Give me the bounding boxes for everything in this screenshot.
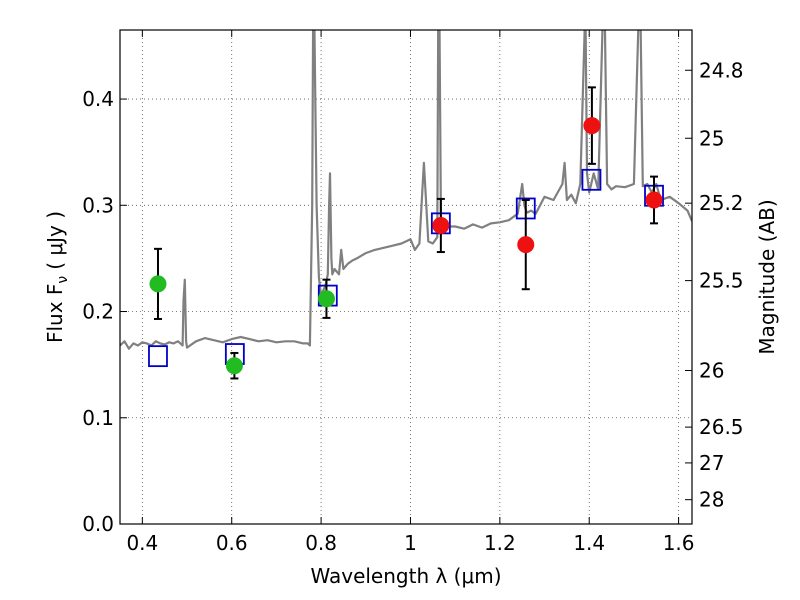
- y-tick-label: 0.3: [82, 193, 114, 217]
- observed-point: [432, 216, 450, 234]
- observed-point: [517, 236, 535, 254]
- x-tick-label: 1: [404, 531, 417, 555]
- y-tick-label: 0.1: [82, 406, 114, 430]
- observed-point: [317, 290, 335, 308]
- mag-tick-label: 25: [699, 126, 724, 150]
- mag-tick-label: 26: [699, 358, 724, 382]
- x-tick-label: 1.4: [573, 531, 605, 555]
- mag-tick-label: 25.2: [699, 191, 744, 215]
- y-tick-label: 0.4: [82, 87, 114, 111]
- y-tick-label: 0.2: [82, 300, 114, 324]
- series-layer: [120, 30, 692, 380]
- y-axis-title-main: Flux F: [43, 284, 67, 343]
- x-tick-label: 0.8: [305, 531, 337, 555]
- observed-point: [149, 275, 167, 293]
- mag-tick-label: 25.5: [699, 269, 744, 293]
- mag-tick-label: 26.5: [699, 415, 744, 439]
- y-axis-title-subscript: ν: [55, 276, 71, 284]
- y-axis-title: Flux Fν ( μJy ): [43, 211, 71, 343]
- model-point: [581, 168, 602, 191]
- x-tick-label: 1.6: [663, 531, 695, 555]
- ticks: 0.4 0.6 0.8 1 1.2 1.4 1.6 0.0 0.1 0.2 0.3 0.4 24.8 25…: [82, 30, 744, 555]
- plot-background: [120, 30, 692, 524]
- mag-tick-label: 24.8: [699, 58, 744, 82]
- mag-tick-label: 27: [699, 451, 724, 475]
- observed-point: [225, 357, 243, 375]
- model-point: [148, 345, 168, 368]
- observed-point: [645, 191, 663, 209]
- x-tick-label: 0.4: [126, 531, 158, 555]
- mag-tick-label: 28: [699, 488, 724, 512]
- y-axis-right-title: Magnitude (AB): [755, 199, 779, 354]
- y-tick-label: 0.0: [82, 512, 114, 536]
- x-axis-title: Wavelength λ (μm): [310, 564, 501, 588]
- x-tick-label: 1.2: [484, 531, 516, 555]
- spectrum-line: [120, 30, 692, 350]
- x-tick-label: 0.6: [216, 531, 248, 555]
- plot-frame: [119, 29, 693, 525]
- observed-point: [583, 117, 601, 135]
- y-axis-title-unit: ( μJy ): [43, 211, 67, 270]
